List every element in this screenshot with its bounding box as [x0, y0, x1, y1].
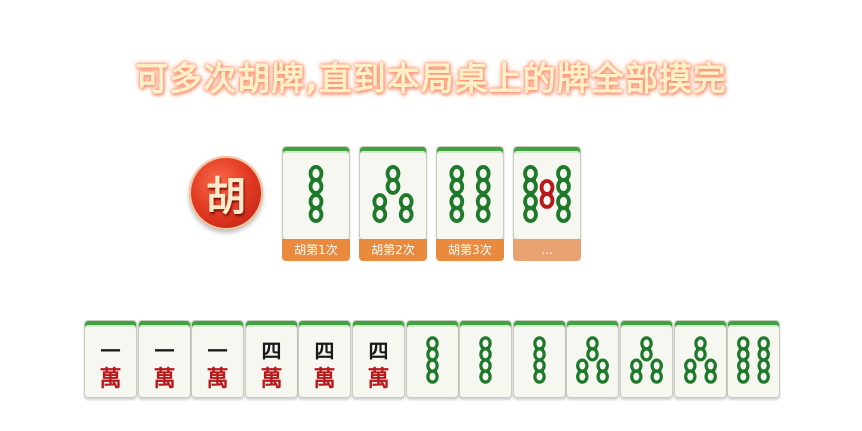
bamboo-stick: [737, 358, 750, 384]
bamboo-stick: [372, 193, 388, 223]
bamboo-stick: [479, 336, 492, 362]
bamboo-stick: [426, 336, 439, 362]
hu-count-caption: 胡第2次: [359, 239, 427, 261]
bamboo-stick: [475, 165, 491, 195]
bamboo-stick: [385, 165, 401, 195]
bamboo-stick: [576, 358, 589, 384]
bamboo-tile[interactable]: [674, 320, 727, 398]
wan-rank: 四: [368, 339, 389, 363]
wan-tile[interactable]: 一萬: [84, 320, 137, 398]
bamboo-stick: [308, 193, 324, 223]
bamboo-icon: [426, 336, 439, 384]
bamboo-stick: [475, 193, 491, 223]
bamboo-tile[interactable]: [436, 146, 504, 240]
bamboo-tile[interactable]: [459, 320, 512, 398]
hu-badge-icon: 胡: [189, 156, 263, 230]
bamboo-stick: [449, 193, 465, 223]
wan-rank: 四: [261, 339, 282, 363]
hu-badge-char: 胡: [206, 173, 246, 220]
wan-char: 萬: [260, 366, 283, 392]
wan-tile[interactable]: 一萬: [191, 320, 244, 398]
headline: 可多次胡牌,直到本局桌上的牌全部摸完: [135, 59, 727, 98]
bamboo-stick: [556, 165, 571, 195]
wan-char: 萬: [367, 366, 390, 392]
bamboo-icon: [479, 336, 492, 384]
wan-char: 萬: [99, 366, 122, 392]
wan-tile[interactable]: 一萬: [138, 320, 191, 398]
wan-tile[interactable]: 四萬: [298, 320, 351, 398]
wan-rank: 四: [314, 339, 335, 363]
bamboo-stick: [630, 358, 643, 384]
wan-tile[interactable]: 四萬: [352, 320, 405, 398]
bamboo-stick: [704, 358, 717, 384]
hu-count-caption: 胡第3次: [436, 239, 504, 261]
bamboo-stick: [694, 336, 707, 362]
bamboo-stick: [684, 358, 697, 384]
wan-tile[interactable]: 四萬: [245, 320, 298, 398]
bamboo-tile[interactable]: [513, 320, 566, 398]
bamboo-stick: [650, 358, 663, 384]
bamboo-stick: [523, 193, 538, 223]
bamboo-tile[interactable]: [566, 320, 619, 398]
bamboo-stick: [398, 193, 414, 223]
bamboo-stick: [757, 336, 770, 362]
bamboo-stick: [308, 165, 324, 195]
bamboo-tile[interactable]: [282, 146, 350, 240]
bamboo-tile[interactable]: [727, 320, 780, 398]
bamboo-stick: [757, 358, 770, 384]
bamboo-icon: [737, 336, 770, 384]
bamboo-tile[interactable]: [359, 146, 427, 240]
wan-rank: 一: [207, 339, 228, 363]
bamboo-icon: [449, 165, 491, 223]
bamboo-stick: [737, 336, 750, 362]
bamboo-stick: [586, 336, 599, 362]
bamboo-stick: [533, 336, 546, 362]
wan-rank: 一: [154, 339, 175, 363]
wan-char: 萬: [313, 366, 336, 392]
bamboo-stick: [449, 165, 465, 195]
bamboo-stick: [523, 165, 538, 195]
bamboo-tile[interactable]: [620, 320, 673, 398]
bamboo-stick: [539, 179, 555, 209]
bamboo-icon: [523, 165, 571, 223]
bamboo-icon: [684, 336, 717, 384]
bamboo-tile[interactable]: [513, 146, 581, 240]
bamboo-stick: [479, 358, 492, 384]
bamboo-icon: [533, 336, 546, 384]
wan-char: 萬: [153, 366, 176, 392]
bamboo-stick: [596, 358, 609, 384]
bamboo-tile[interactable]: [406, 320, 459, 398]
wan-rank: 一: [100, 339, 121, 363]
bamboo-icon: [308, 165, 324, 223]
wan-char: 萬: [206, 366, 229, 392]
bamboo-stick: [426, 358, 439, 384]
bamboo-stick: [556, 193, 571, 223]
bamboo-stick: [640, 336, 653, 362]
hu-count-caption: ...: [513, 239, 581, 261]
bamboo-icon: [372, 165, 414, 223]
bamboo-stick: [533, 358, 546, 384]
bamboo-icon: [630, 336, 663, 384]
hu-count-caption: 胡第1次: [282, 239, 350, 261]
bamboo-icon: [576, 336, 609, 384]
